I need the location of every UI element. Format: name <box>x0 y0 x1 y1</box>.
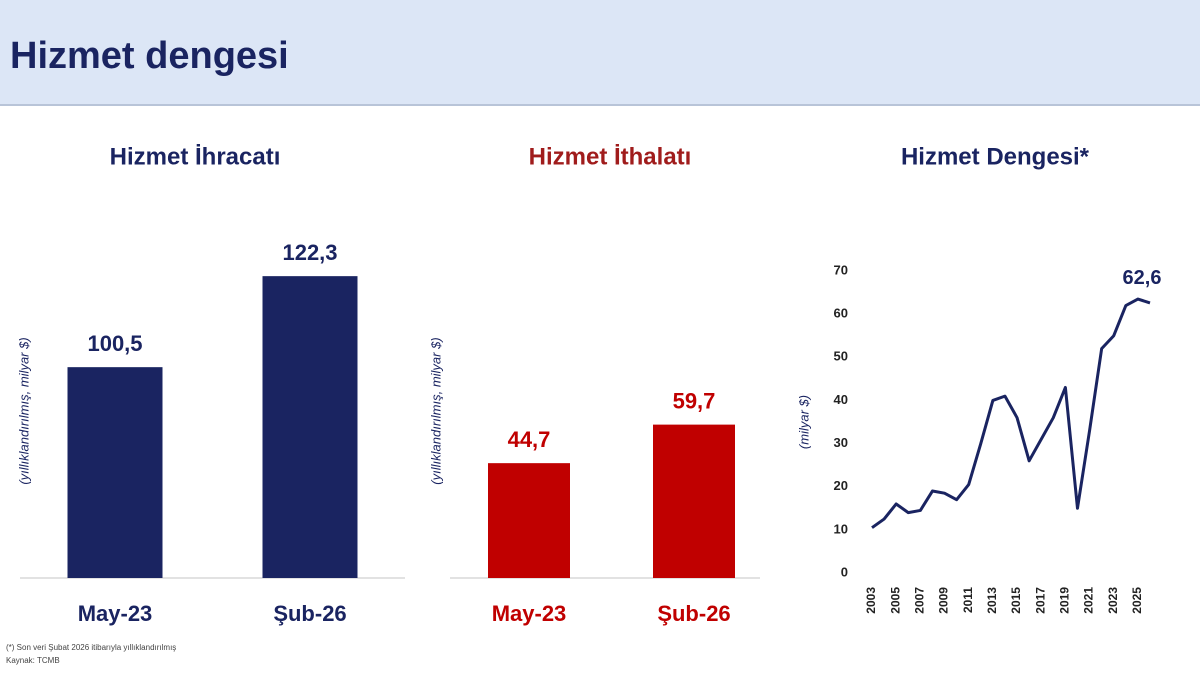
x-tick-label: 2013 <box>985 587 999 614</box>
y-tick-label: 10 <box>834 521 848 536</box>
footnote: Kaynak: TCMB <box>6 656 60 665</box>
y-tick-label: 50 <box>834 349 848 364</box>
y-tick-label: 40 <box>834 392 848 407</box>
x-tick-label: Şub-26 <box>273 601 346 626</box>
x-tick-label: 2019 <box>1058 587 1072 614</box>
y-axis-label: (milyar $) <box>796 395 811 449</box>
line <box>871 297 1151 529</box>
x-tick-label: May-23 <box>78 601 153 626</box>
chart-title: Hizmet Dengesi* <box>901 143 1090 170</box>
x-tick-label: 2015 <box>1009 587 1023 614</box>
y-tick-label: 0 <box>841 564 848 579</box>
y-tick-label: 30 <box>834 435 848 450</box>
x-tick-label: 2003 <box>864 587 878 614</box>
value-label: 122,3 <box>282 240 337 265</box>
chart-title: Hizmet İhracatı <box>110 143 281 170</box>
bar <box>262 276 358 578</box>
bar <box>67 367 163 578</box>
y-axis-label: (yıllıklandırılmış, milyar $) <box>428 337 443 484</box>
value-label: 59,7 <box>673 388 716 413</box>
x-tick-label: May-23 <box>492 601 567 626</box>
chart-title: Hizmet İthalatı <box>529 143 692 170</box>
footnote: (*) Son veri Şubat 2026 itibarıyla yıllı… <box>6 643 176 652</box>
y-tick-label: 20 <box>834 478 848 493</box>
x-tick-label: 2025 <box>1130 587 1144 614</box>
x-tick-label: 2005 <box>888 587 902 614</box>
y-tick-label: 60 <box>834 306 848 321</box>
x-tick-label: 2009 <box>937 587 951 614</box>
header-band <box>0 0 1200 105</box>
x-tick-label: 2017 <box>1033 587 1047 614</box>
y-tick-label: 70 <box>834 262 848 277</box>
bar <box>488 463 570 578</box>
y-axis-label: (yıllıklandırılmış, milyar $) <box>16 337 31 484</box>
x-tick-label: Şub-26 <box>657 601 730 626</box>
value-label: 100,5 <box>87 331 142 356</box>
bar <box>653 424 735 578</box>
value-label: 62,6 <box>1123 267 1162 289</box>
value-label: 44,7 <box>508 427 551 452</box>
slide-title: Hizmet dengesi <box>10 35 289 77</box>
x-tick-label: 2023 <box>1106 587 1120 614</box>
x-tick-label: 2021 <box>1082 587 1096 614</box>
x-tick-label: 2011 <box>961 587 975 613</box>
x-tick-label: 2007 <box>913 587 927 614</box>
